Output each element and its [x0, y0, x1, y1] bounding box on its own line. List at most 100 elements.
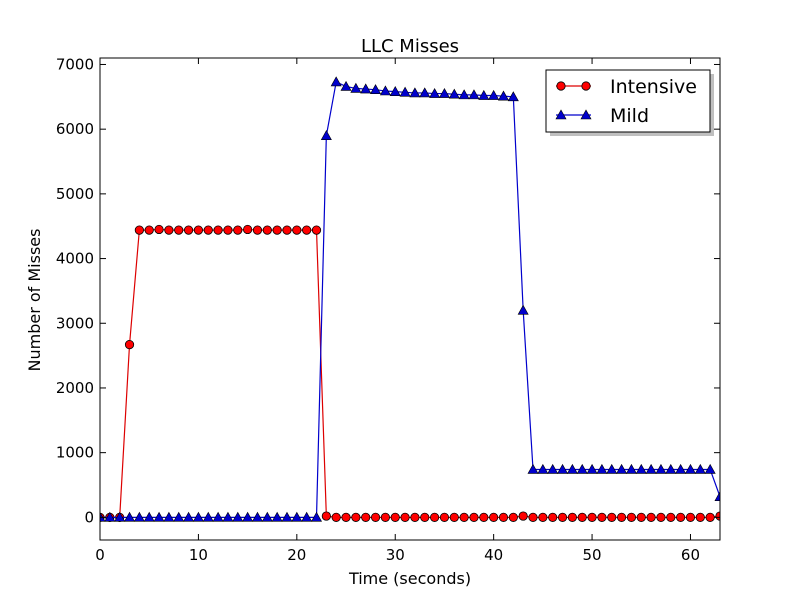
data-point	[143, 511, 155, 522]
data-point	[302, 225, 312, 235]
data-point	[419, 87, 431, 98]
data-point	[448, 88, 460, 99]
y-tick-label: 0	[84, 508, 94, 526]
data-point	[488, 89, 500, 100]
chart-title: LLC Misses	[361, 36, 459, 57]
data-point	[360, 83, 372, 94]
x-tick-label: 0	[95, 546, 105, 564]
data-point	[468, 89, 480, 100]
data-point	[684, 463, 696, 474]
y-tick-label: 1000	[56, 444, 94, 462]
data-point	[528, 512, 538, 522]
data-point	[370, 512, 381, 522]
data-point	[292, 225, 302, 235]
data-point	[400, 512, 410, 522]
data-point	[399, 86, 411, 97]
data-point	[714, 491, 720, 501]
series-intensive	[100, 224, 720, 522]
data-point	[517, 304, 529, 315]
data-point	[538, 512, 548, 522]
x-tick-label: 10	[189, 546, 208, 564]
data-point	[153, 511, 165, 522]
data-point	[193, 225, 204, 235]
legend-marker	[580, 109, 592, 120]
data-point	[586, 463, 598, 474]
data-point	[202, 511, 214, 522]
data-point	[469, 512, 479, 522]
data-point	[656, 512, 666, 522]
x-tick-label: 20	[287, 546, 306, 564]
series-line	[100, 228, 720, 518]
data-point	[154, 224, 164, 235]
data-point	[252, 225, 263, 235]
data-point	[685, 512, 696, 522]
data-point	[497, 90, 510, 101]
data-point	[213, 225, 223, 235]
data-point	[666, 512, 676, 522]
data-point	[527, 463, 539, 474]
data-point	[164, 225, 174, 235]
data-point	[676, 512, 686, 522]
legend: Intensive Mild	[545, 69, 714, 136]
data-point	[577, 512, 587, 522]
data-point	[301, 511, 313, 522]
y-axis-label: Number of Misses	[25, 229, 44, 372]
data-point	[361, 512, 371, 522]
data-point	[282, 225, 292, 235]
data-point	[232, 511, 244, 522]
y-tick-label: 5000	[56, 185, 94, 203]
data-point	[330, 76, 342, 87]
data-point	[389, 86, 401, 96]
legend-marker	[581, 81, 591, 91]
data-point	[646, 512, 656, 522]
data-point	[133, 511, 145, 522]
legend-item-intensive: Intensive	[556, 76, 697, 98]
data-point	[596, 463, 608, 474]
data-point	[557, 512, 568, 522]
x-tick-label: 60	[681, 546, 700, 564]
data-point	[144, 225, 154, 235]
data-point	[243, 224, 253, 235]
axis-ticks: 0 10 20 30 40 50 60 0 1000 2000 3000 4000 5000 6000 70…	[56, 55, 720, 564]
data-point	[547, 463, 559, 474]
data-point	[291, 511, 303, 522]
data-point	[489, 512, 499, 522]
data-point	[439, 512, 450, 522]
data-point	[183, 511, 195, 522]
data-point	[655, 463, 667, 474]
data-point	[566, 463, 578, 474]
data-point	[675, 463, 687, 474]
data-point	[340, 80, 352, 91]
data-point	[537, 463, 549, 474]
data-point	[518, 511, 528, 521]
data-point	[379, 85, 391, 96]
data-point	[370, 84, 382, 95]
data-point	[606, 463, 618, 474]
data-point	[183, 225, 194, 235]
data-point	[616, 463, 628, 474]
x-tick-label: 50	[583, 546, 602, 564]
data-point	[320, 130, 332, 140]
y-tick-label: 6000	[56, 120, 94, 138]
data-point	[203, 225, 213, 235]
legend-label: Intensive	[610, 76, 697, 98]
data-point	[351, 512, 361, 522]
data-point	[458, 89, 470, 100]
data-point	[192, 511, 204, 522]
data-point	[636, 512, 646, 522]
data-point	[242, 511, 254, 522]
data-point	[104, 511, 116, 522]
data-point	[321, 511, 331, 521]
legend-box	[545, 69, 711, 133]
series-mild	[100, 76, 720, 522]
data-point	[410, 512, 420, 522]
data-point	[124, 340, 135, 350]
data-point	[567, 512, 577, 522]
data-point	[430, 512, 440, 522]
data-point	[635, 463, 647, 474]
data-point	[597, 512, 607, 522]
data-point	[114, 511, 126, 522]
data-point	[174, 225, 184, 235]
data-point	[134, 225, 144, 235]
legend-label: Mild	[610, 105, 649, 127]
